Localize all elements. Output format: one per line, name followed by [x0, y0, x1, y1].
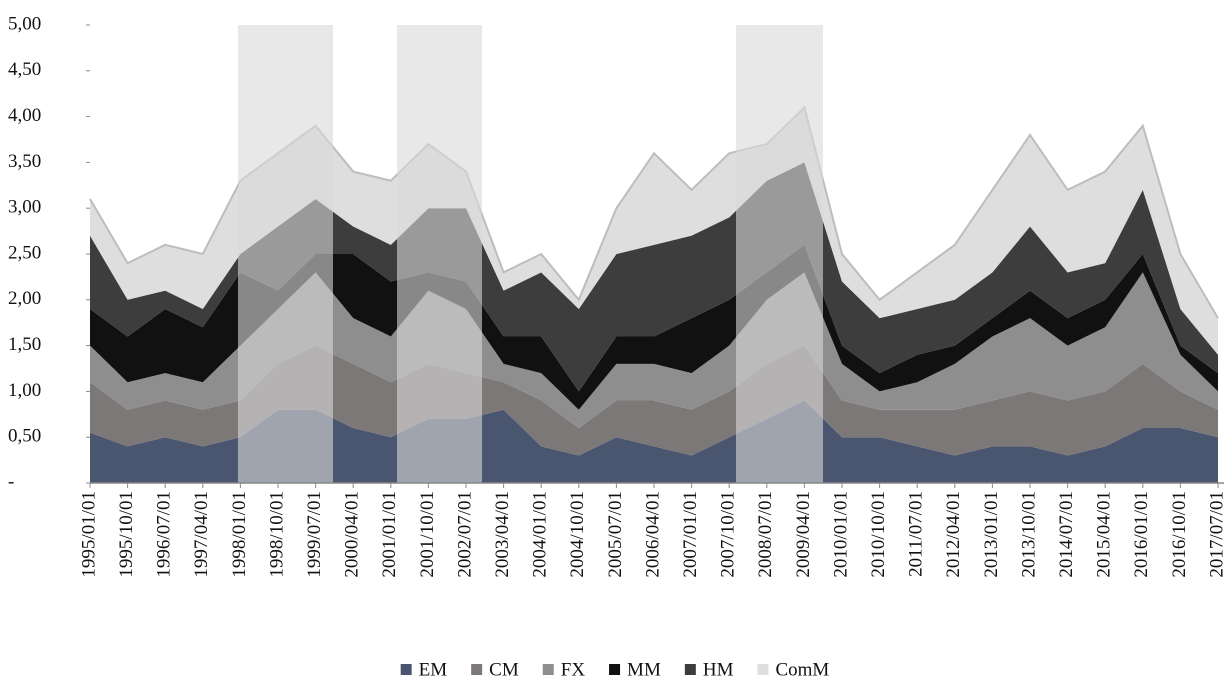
x-tick-label: 2016/10/01	[1169, 491, 1190, 578]
legend-item: EM	[400, 659, 448, 680]
area	[90, 400, 1218, 483]
x-tick-label: 2004/01/01	[530, 491, 551, 578]
legend-item: CM	[471, 659, 519, 680]
y-tick-label: 2,00	[8, 288, 41, 309]
y-tick-label: 0,50	[8, 426, 41, 447]
y-tick-label: 3,50	[8, 151, 41, 172]
legend-label: ComM	[775, 659, 829, 680]
x-tick-label: 1997/04/01	[191, 491, 212, 578]
x-tick-label: 2007/10/01	[718, 491, 739, 578]
x-tick-label: 2010/01/01	[830, 491, 851, 578]
y-tick-label: 1,50	[8, 334, 41, 355]
legend-swatch	[609, 664, 621, 675]
shaded-period	[397, 25, 482, 483]
legend-label: EM	[419, 659, 448, 680]
x-tick-label: 2008/07/01	[755, 491, 776, 578]
legend-label: MM	[627, 659, 661, 680]
legend-item: ComM	[757, 659, 829, 680]
legend-swatch	[684, 664, 696, 675]
x-tick-label: 1999/07/01	[304, 491, 325, 578]
y-tick-label: 4,00	[8, 105, 41, 126]
x-tick-label: 2001/01/01	[379, 491, 400, 578]
x-tick-label: 1998/10/01	[266, 491, 287, 578]
y-tick-label: 2,50	[8, 242, 41, 263]
x-tick-label: 1995/01/01	[78, 491, 99, 578]
x-tick-label: 2009/04/01	[793, 491, 814, 578]
area	[90, 107, 1218, 355]
area	[90, 244, 1218, 410]
legend-item: FX	[542, 659, 586, 680]
shaded-periods	[238, 25, 823, 483]
x-tick-label: 2004/10/01	[567, 491, 588, 578]
x-tick-label: 2012/04/01	[943, 491, 964, 578]
x-tick-label: 2006/04/01	[642, 491, 663, 578]
x-tick-label: 2010/10/01	[868, 491, 889, 578]
x-tick-label: 2015/04/01	[1094, 491, 1115, 578]
x-tick-label: 1996/07/01	[154, 491, 175, 578]
legend-label: FX	[561, 659, 586, 680]
legend-label: HM	[703, 659, 734, 680]
x-tick-label: 2001/10/01	[417, 491, 438, 578]
x-tick-label: 1998/01/01	[229, 491, 250, 578]
x-tick-label: 2017/07/01	[1206, 491, 1227, 578]
x-tick-label: 2007/01/01	[680, 491, 701, 578]
x-tick-label: 1995/10/01	[116, 491, 137, 578]
x-tick-label: 2003/04/01	[492, 491, 513, 578]
shaded-period	[736, 25, 823, 483]
x-tick-label: 2016/01/01	[1131, 491, 1152, 578]
x-tick-label: 2002/07/01	[454, 491, 475, 578]
x-tick-label: 2000/04/01	[342, 491, 363, 578]
y-tick-label: 1,00	[8, 380, 41, 401]
legend-label: CM	[489, 659, 519, 680]
y-tick-label: 5,00	[8, 13, 41, 34]
legend-item: MM	[609, 659, 661, 680]
y-tick-label: -	[8, 471, 14, 492]
x-tick-label: 2005/07/01	[605, 491, 626, 578]
plot-area	[89, 105, 1219, 483]
x-tick-label: 2013/01/01	[981, 491, 1002, 578]
area	[90, 272, 1218, 429]
shaded-period	[238, 25, 333, 483]
legend-swatch	[400, 664, 412, 675]
legend-swatch	[471, 664, 483, 675]
x-tick-label: 2011/07/01	[906, 491, 927, 577]
legend-item: HM	[684, 659, 734, 680]
legend-swatch	[757, 664, 769, 675]
y-tick-label: 4,50	[8, 59, 41, 80]
x-tick-label: 2013/10/01	[1018, 491, 1039, 578]
legend: EM CM FX MM HM ComM	[400, 659, 829, 680]
legend-swatch	[542, 664, 554, 675]
area	[90, 162, 1218, 392]
y-tick-label: 3,00	[8, 197, 41, 218]
x-tick-label: 2014/07/01	[1056, 491, 1077, 578]
